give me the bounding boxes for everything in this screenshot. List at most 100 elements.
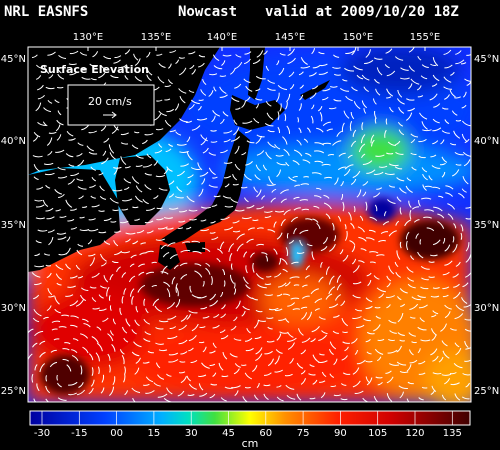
- current-vector: [224, 183, 230, 188]
- current-vector: [245, 347, 254, 352]
- current-vector: [68, 392, 78, 396]
- current-vector: [134, 58, 141, 67]
- current-vector: [376, 356, 382, 362]
- current-vector: [409, 303, 419, 310]
- current-vector: [43, 316, 49, 320]
- current-vector: [319, 380, 326, 383]
- current-vector: [37, 94, 45, 100]
- current-vector: [256, 383, 260, 389]
- current-vector: [374, 78, 380, 84]
- current-vector: [333, 394, 341, 397]
- current-vector: [232, 220, 240, 224]
- current-vector: [255, 88, 261, 92]
- current-vector: [286, 125, 291, 134]
- current-vector: [304, 275, 310, 279]
- current-vector: [157, 226, 168, 230]
- current-vector: [70, 208, 78, 211]
- current-vector: [460, 62, 467, 65]
- current-vector: [276, 60, 280, 66]
- current-vector: [200, 219, 207, 222]
- current-vector: [380, 231, 389, 235]
- current-vector: [397, 332, 405, 336]
- current-vector: [442, 286, 450, 290]
- current-vector: [197, 162, 203, 171]
- current-vector: [129, 263, 135, 268]
- current-vector: [124, 390, 128, 396]
- current-vector: [166, 387, 173, 395]
- lat-label-right: 40°N: [474, 136, 499, 147]
- current-vector: [257, 227, 264, 230]
- current-vector: [332, 330, 339, 334]
- current-vector: [121, 272, 127, 278]
- current-vector: [382, 221, 389, 226]
- current-vector: [444, 378, 451, 385]
- current-vector: [34, 330, 44, 337]
- current-vector: [209, 73, 218, 76]
- current-vector: [45, 375, 48, 382]
- current-vector: [323, 202, 332, 210]
- product-title: NRL EASNFS: [4, 4, 89, 20]
- current-vector: [388, 265, 395, 275]
- current-vector: [344, 67, 355, 72]
- current-vector: [293, 196, 300, 200]
- current-vector: [101, 262, 107, 267]
- colorbar-tick-label: 75: [297, 428, 310, 439]
- current-vector: [422, 184, 427, 191]
- lat-label-left: 45°N: [1, 54, 26, 65]
- current-vector: [178, 324, 187, 331]
- current-vector: [343, 110, 350, 119]
- current-vector: [344, 346, 349, 352]
- current-vector: [462, 176, 469, 185]
- current-vector: [209, 293, 217, 301]
- current-vector: [200, 134, 208, 142]
- current-vector: [314, 195, 322, 199]
- current-vector: [329, 275, 335, 285]
- current-vector: [386, 152, 394, 155]
- current-vector: [331, 222, 335, 231]
- current-vector: [310, 115, 314, 124]
- current-vector: [186, 226, 192, 230]
- current-vector: [336, 274, 342, 283]
- current-vector: [447, 213, 454, 220]
- current-vector: [421, 386, 428, 389]
- current-vector: [43, 162, 54, 166]
- current-vector: [292, 175, 298, 179]
- current-vector: [357, 226, 365, 233]
- current-vector: [57, 397, 67, 401]
- current-vector: [353, 65, 363, 71]
- current-vector: [320, 261, 323, 268]
- current-vector: [234, 209, 245, 212]
- current-vector: [65, 247, 71, 255]
- current-vector: [167, 63, 172, 69]
- current-vector: [69, 275, 78, 279]
- current-vector: [255, 135, 263, 145]
- current-vector: [53, 338, 60, 341]
- current-vector: [88, 228, 99, 232]
- current-vector: [367, 280, 372, 287]
- current-vector: [319, 353, 325, 356]
- lon-label: 155°E: [410, 32, 440, 43]
- current-vector: [439, 162, 446, 166]
- current-vector: [337, 166, 346, 171]
- current-vector: [228, 243, 235, 253]
- current-vector: [57, 175, 68, 179]
- current-vector: [130, 254, 137, 259]
- current-vector: [463, 159, 471, 167]
- current-vector: [33, 132, 41, 138]
- current-vector: [191, 323, 199, 332]
- current-vector: [398, 129, 405, 136]
- current-vector: [444, 244, 451, 252]
- current-vector: [352, 265, 360, 273]
- current-vector: [300, 370, 306, 375]
- current-vector: [267, 129, 275, 133]
- current-vector: [408, 47, 415, 53]
- current-vector: [209, 231, 216, 234]
- current-vector: [432, 127, 442, 132]
- current-vector: [188, 383, 197, 390]
- current-vector: [109, 305, 112, 311]
- current-vector: [319, 111, 323, 122]
- current-vector: [169, 326, 177, 330]
- current-vector: [70, 315, 79, 319]
- current-vector: [374, 118, 377, 124]
- current-vector: [274, 369, 283, 373]
